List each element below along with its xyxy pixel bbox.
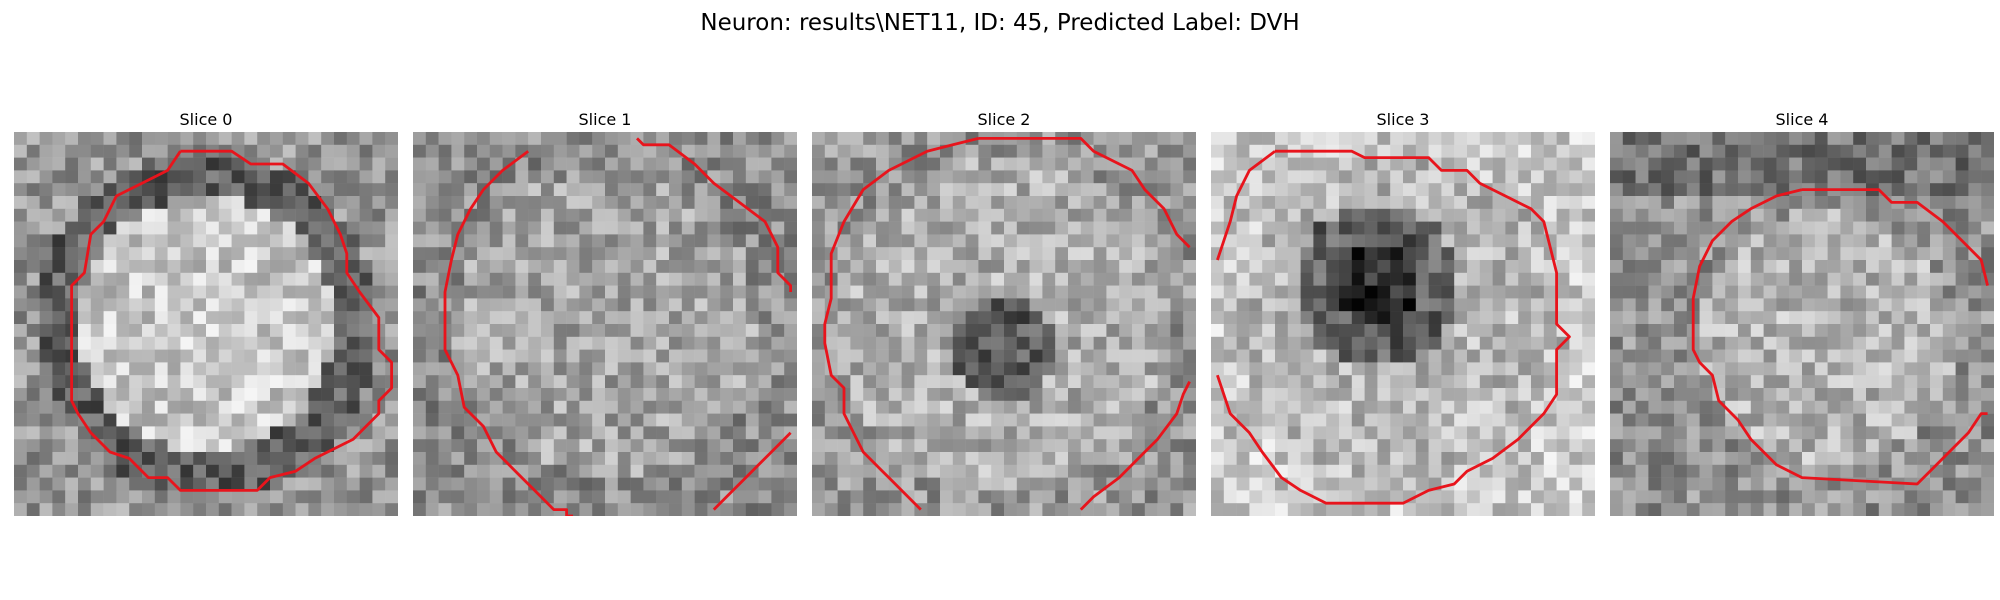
slice-title-3: Slice 3 [1376, 110, 1430, 129]
roi-contour-2-b [823, 137, 979, 511]
roi-contour-4 [1802, 188, 1989, 286]
roi-contour-3-b [1216, 150, 1276, 261]
slice-title-4: Slice 4 [1775, 110, 1829, 129]
roi-contour-1-b [636, 137, 793, 292]
slice-pixels-1 [413, 132, 797, 516]
roi-contour-1-c [712, 431, 792, 511]
slice-image-1 [413, 132, 797, 516]
slice-panel-2: Slice 2 [812, 108, 1196, 516]
slice-panel-1: Slice 1 [413, 108, 797, 516]
roi-contour-2 [978, 136, 1191, 249]
slice-panel-4: Slice 4 [1610, 108, 1994, 516]
roi-contour-4-b [1691, 188, 1988, 486]
slice-image-0 [14, 132, 398, 516]
roi-contour-2-c [1079, 380, 1191, 511]
figure-title: Neuron: results\NET11, ID: 45, Predicted… [700, 10, 1300, 36]
slice-title-2: Slice 2 [977, 110, 1031, 129]
roi-contour-3 [1216, 149, 1571, 505]
slice-pixels-0 [14, 132, 398, 516]
slice-title-0: Slice 0 [179, 110, 233, 129]
slice-title-1: Slice 1 [578, 110, 632, 129]
roi-contour-0 [70, 149, 394, 492]
slice-image-2 [812, 132, 1196, 516]
slice-pixels-4 [1610, 132, 1994, 516]
slice-panel-0: Slice 0 [14, 108, 398, 516]
slice-panel-3: Slice 3 [1211, 108, 1595, 516]
roi-contour-1 [443, 150, 573, 516]
slice-pixels-2 [812, 132, 1196, 516]
slice-image-4 [1610, 132, 1994, 516]
slice-image-3 [1211, 132, 1595, 516]
